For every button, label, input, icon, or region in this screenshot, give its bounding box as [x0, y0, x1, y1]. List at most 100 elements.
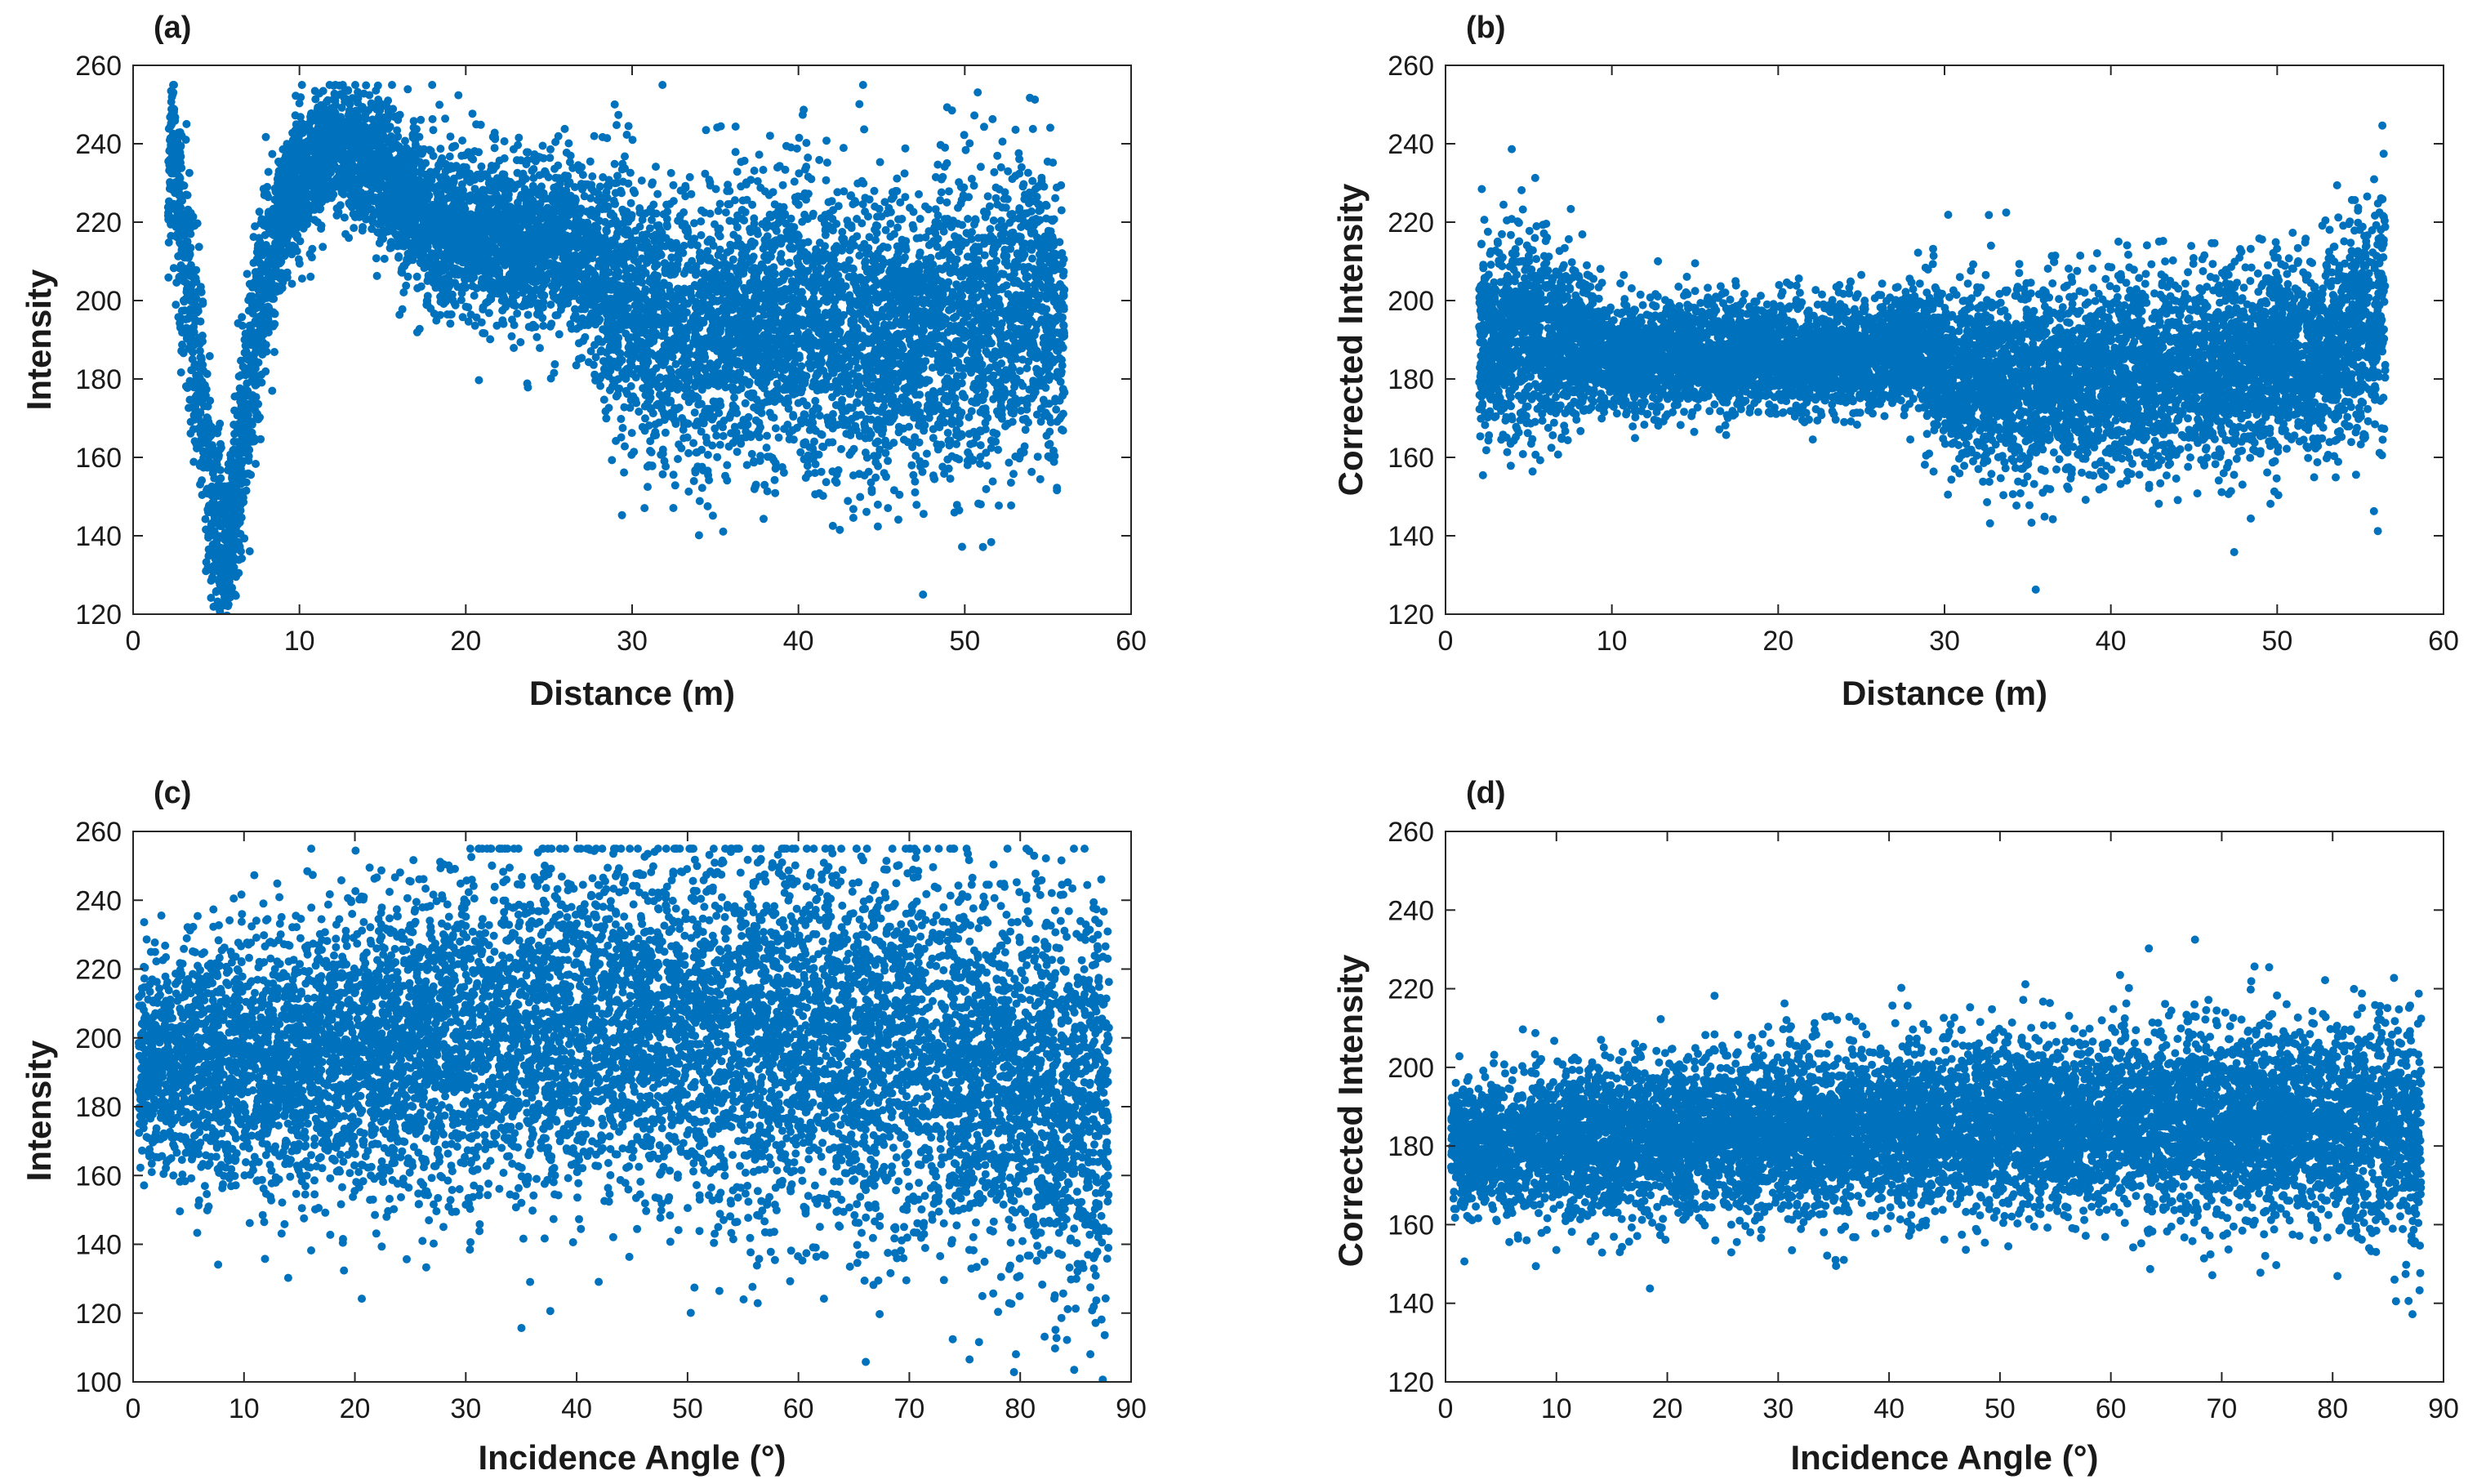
panel-a: (a) Distance (m) Intensity 0 10 20 30 40 50 60… — [20, 11, 1147, 712]
data-point — [1017, 163, 1026, 172]
data-point — [1004, 167, 1013, 176]
data-point — [367, 99, 376, 108]
data-point — [403, 272, 412, 281]
data-point — [507, 332, 516, 341]
data-point — [380, 254, 389, 263]
data-point — [332, 204, 341, 213]
data-point — [588, 172, 597, 180]
data-point — [393, 126, 402, 135]
data-point — [412, 328, 421, 336]
data-point — [940, 394, 949, 403]
data-point — [924, 227, 933, 236]
data-point — [613, 178, 621, 187]
data-point — [546, 145, 555, 154]
data-point — [978, 542, 987, 551]
data-point — [490, 144, 499, 153]
data-point — [1009, 470, 1018, 479]
data-point — [884, 504, 893, 513]
data-point — [245, 547, 254, 555]
data-point — [982, 484, 991, 493]
data-point — [988, 114, 997, 123]
data-point — [810, 469, 819, 478]
data-point — [750, 167, 759, 175]
data-point — [461, 274, 469, 283]
data-point — [464, 317, 473, 326]
data-point — [205, 352, 214, 360]
data-point — [873, 212, 881, 221]
data-point — [822, 478, 831, 487]
data-point — [221, 645, 229, 653]
data-point — [613, 121, 621, 130]
data-point — [937, 188, 946, 197]
data-point — [871, 473, 880, 482]
data-point — [771, 488, 780, 497]
data-point — [287, 279, 296, 288]
data-point — [817, 467, 826, 476]
data-point — [690, 408, 699, 417]
data-point — [795, 133, 804, 142]
data-point — [748, 200, 757, 209]
data-point — [731, 123, 740, 131]
data-point — [958, 542, 966, 551]
data-point — [195, 346, 204, 355]
data-point — [223, 611, 231, 614]
data-point — [919, 510, 928, 519]
data-point — [873, 522, 882, 531]
data-point — [307, 253, 316, 262]
data-point — [1052, 405, 1061, 414]
data-point — [858, 275, 867, 284]
data-point — [435, 100, 444, 109]
data-point — [845, 246, 854, 255]
data-point — [341, 97, 350, 106]
data-point — [931, 205, 940, 214]
data-point — [555, 330, 564, 339]
data-point — [207, 594, 216, 602]
data-point — [1022, 281, 1031, 290]
data-point — [980, 123, 988, 131]
data-point — [256, 435, 265, 443]
data-point — [804, 172, 813, 181]
data-point — [631, 226, 640, 235]
y-axis-label: Intensity — [20, 269, 58, 410]
data-point — [697, 231, 706, 239]
data-point — [403, 85, 412, 94]
data-point — [194, 243, 203, 252]
data-point — [618, 424, 627, 432]
data-point — [684, 487, 693, 496]
data-point — [893, 223, 902, 232]
data-point — [873, 500, 882, 509]
data-point — [500, 137, 509, 145]
data-point — [189, 457, 198, 466]
data-point — [608, 456, 617, 465]
data-point — [939, 227, 948, 236]
data-point — [1031, 96, 1040, 104]
data-point — [992, 430, 1001, 439]
data-point — [202, 525, 211, 534]
data-point — [586, 347, 595, 355]
data-point — [560, 124, 569, 133]
data-point — [388, 81, 396, 89]
data-point — [486, 186, 495, 195]
data-point — [784, 404, 793, 413]
data-point — [803, 461, 812, 470]
data-point — [546, 301, 555, 309]
data-point — [719, 431, 728, 440]
data-point — [684, 448, 693, 457]
data-point — [941, 143, 950, 152]
data-point — [1021, 426, 1030, 435]
data-point — [694, 531, 703, 540]
data-point — [1049, 158, 1058, 167]
data-point — [640, 426, 649, 435]
data-point — [789, 412, 798, 421]
data-point — [1023, 168, 1032, 177]
data-point — [268, 386, 277, 395]
data-point — [1015, 367, 1024, 376]
data-point — [429, 126, 438, 135]
data-point — [417, 115, 425, 124]
data-point — [838, 228, 847, 236]
data-point — [733, 167, 742, 176]
data-point — [564, 139, 573, 148]
data-point — [653, 189, 662, 198]
data-point — [880, 198, 889, 207]
